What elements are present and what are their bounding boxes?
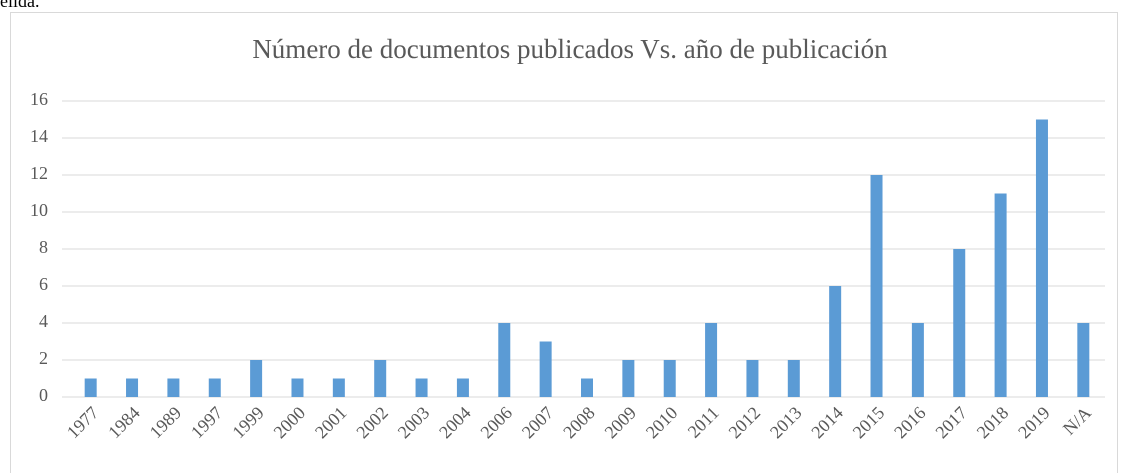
y-tick-label: 14: [30, 126, 48, 146]
bar: [953, 249, 966, 397]
bar: [291, 378, 304, 397]
bar: [705, 323, 718, 397]
bar: [208, 378, 221, 397]
bar: [167, 378, 180, 397]
bar: [84, 378, 97, 397]
bar: [456, 378, 469, 397]
y-tick-label: 2: [39, 348, 48, 368]
bar: [1077, 323, 1090, 397]
bar: [332, 378, 345, 397]
bar: [498, 323, 511, 397]
bar: [622, 360, 635, 397]
bar: [1035, 119, 1048, 397]
bar: [746, 360, 759, 397]
bar: [126, 378, 139, 397]
bar: [581, 378, 593, 397]
bar: [829, 286, 842, 397]
y-tick-label: 0: [39, 385, 48, 405]
bar: [663, 360, 676, 397]
chart-frame: [10, 12, 1118, 473]
bar: [374, 360, 387, 397]
bar: [870, 175, 883, 397]
y-tick-label: 8: [39, 237, 48, 257]
bar: [539, 341, 552, 397]
chart-title: Número de documentos publicados Vs. año …: [252, 34, 888, 64]
y-tick-label: 12: [30, 163, 48, 183]
bar: [911, 323, 924, 397]
text-fragment: elida.: [0, 0, 39, 11]
bar: [415, 378, 428, 397]
bar: [250, 360, 263, 397]
y-tick-label: 6: [39, 274, 48, 294]
bar: [787, 360, 800, 397]
y-tick-label: 10: [30, 200, 48, 220]
y-tick-label: 4: [39, 311, 48, 331]
bar: [994, 193, 1007, 397]
y-tick-label: 16: [30, 89, 48, 109]
